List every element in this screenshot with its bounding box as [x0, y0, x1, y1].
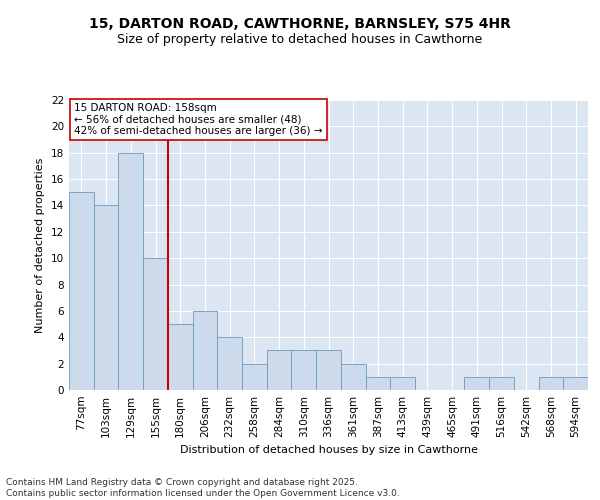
- Bar: [267, 350, 292, 390]
- Text: Size of property relative to detached houses in Cawthorne: Size of property relative to detached ho…: [118, 32, 482, 46]
- Bar: [539, 377, 563, 390]
- Bar: [94, 206, 118, 390]
- X-axis label: Distribution of detached houses by size in Cawthorne: Distribution of detached houses by size …: [179, 446, 478, 456]
- Y-axis label: Number of detached properties: Number of detached properties: [35, 158, 46, 332]
- Bar: [193, 311, 217, 390]
- Bar: [316, 350, 341, 390]
- Bar: [464, 377, 489, 390]
- Text: 15, DARTON ROAD, CAWTHORNE, BARNSLEY, S75 4HR: 15, DARTON ROAD, CAWTHORNE, BARNSLEY, S7…: [89, 18, 511, 32]
- Bar: [292, 350, 316, 390]
- Bar: [563, 377, 588, 390]
- Text: 15 DARTON ROAD: 158sqm
← 56% of detached houses are smaller (48)
42% of semi-det: 15 DARTON ROAD: 158sqm ← 56% of detached…: [74, 103, 323, 136]
- Bar: [118, 152, 143, 390]
- Bar: [242, 364, 267, 390]
- Bar: [489, 377, 514, 390]
- Bar: [341, 364, 365, 390]
- Bar: [365, 377, 390, 390]
- Text: Contains HM Land Registry data © Crown copyright and database right 2025.
Contai: Contains HM Land Registry data © Crown c…: [6, 478, 400, 498]
- Bar: [217, 338, 242, 390]
- Bar: [168, 324, 193, 390]
- Bar: [390, 377, 415, 390]
- Bar: [143, 258, 168, 390]
- Bar: [69, 192, 94, 390]
